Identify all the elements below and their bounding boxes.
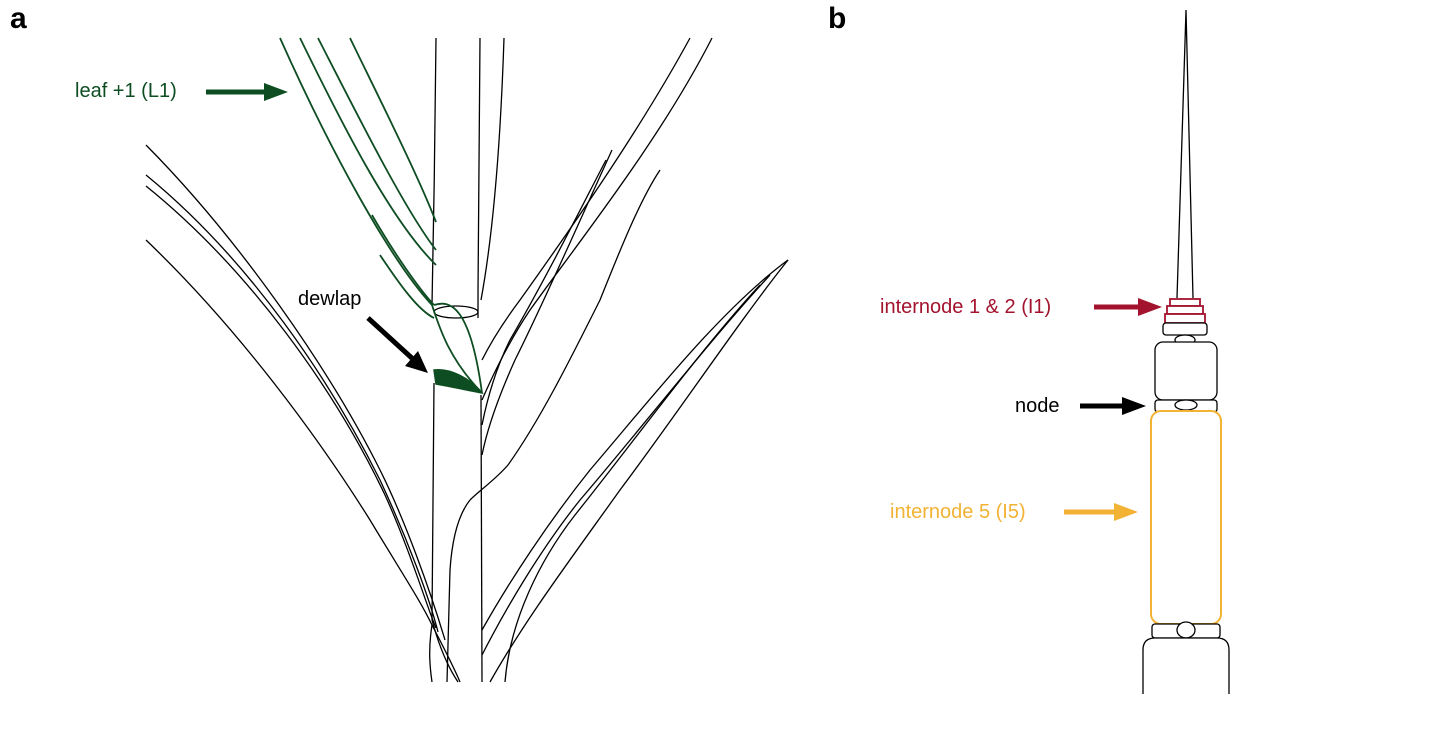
main-stalk (431, 37, 483, 683)
panel-letter-a: a (10, 2, 27, 35)
dewlap-shape (433, 369, 484, 395)
node-label: node (1015, 395, 1060, 417)
right-leaves (469, 37, 789, 683)
leaf-label-group: leaf +1 (L1) (75, 80, 288, 102)
internode-1-2 (1164, 298, 1206, 324)
dewlap-label: dewlap (298, 288, 361, 310)
stalk-segments (1142, 9, 1230, 694)
internode-top-arrow (1094, 298, 1162, 316)
leaf-arrow (206, 83, 288, 101)
internode-top-label-group: internode 1 & 2 (I1) (880, 296, 1162, 318)
node-arrow (1080, 397, 1146, 415)
dewlap-arrow (366, 316, 428, 373)
panel-letter-b: b (828, 2, 846, 35)
panel-a: a (10, 2, 789, 683)
leaf-label: leaf +1 (L1) (75, 80, 177, 102)
left-leaves (145, 144, 461, 683)
node-ring (1154, 399, 1218, 413)
internode-5-label: internode 5 (I5) (890, 501, 1026, 523)
leaf-plus-one (279, 37, 484, 395)
node-label-group: node (1015, 395, 1146, 417)
internode-top-label: internode 1 & 2 (I1) (880, 296, 1051, 318)
panel-b: b (828, 2, 1230, 694)
dewlap-label-group: dewlap (298, 288, 428, 373)
internode-5-label-group: internode 5 (I5) (890, 501, 1138, 523)
internode-5-arrow (1064, 503, 1138, 521)
internode-5 (1150, 410, 1222, 625)
